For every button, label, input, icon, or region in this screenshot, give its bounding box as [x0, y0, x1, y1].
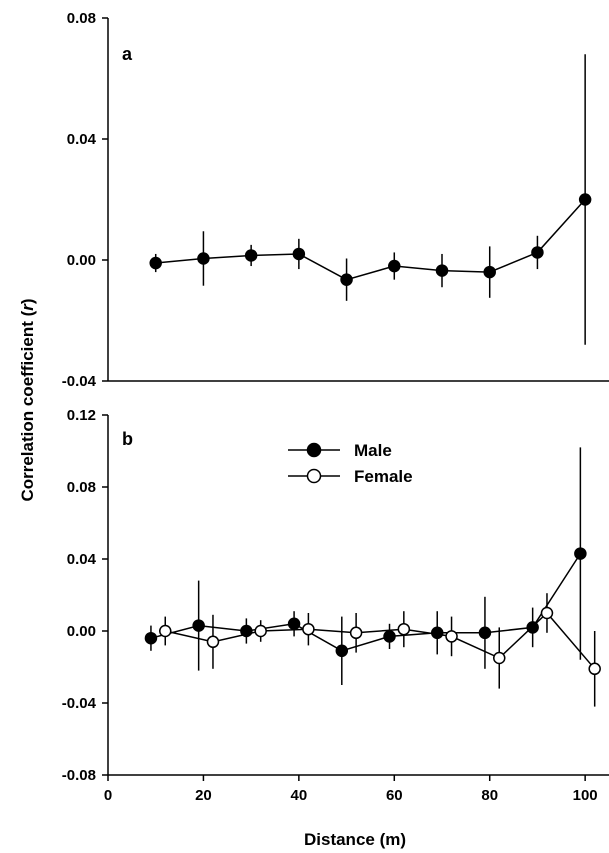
data-point [397, 622, 411, 636]
y-axis-title: Correlation coefficient (r) [18, 298, 37, 501]
series-line [155, 198, 586, 281]
data-point [302, 622, 315, 636]
data-point [349, 626, 363, 640]
y-tick-label: -0.04 [62, 373, 97, 390]
legend-marker [306, 468, 322, 484]
data-point [335, 644, 349, 658]
y-tick-label: 0.04 [67, 131, 97, 148]
data-point [493, 651, 506, 665]
data-point [588, 662, 601, 676]
y-tick-label: 0.08 [67, 10, 96, 27]
data-point [192, 619, 205, 632]
y-tick-label: 0.00 [67, 623, 96, 640]
data-point [197, 252, 210, 265]
data-point [244, 249, 258, 262]
x-tick-label: 0 [104, 787, 112, 804]
series-line [150, 553, 582, 652]
data-point [483, 265, 496, 279]
series-line [165, 611, 596, 670]
panel-label: a [122, 44, 133, 64]
data-point [159, 624, 172, 638]
panel-b: -0.08 -0.04 0.00 0.04 0.08 0.12 b Male Female [62, 407, 601, 784]
data-point [292, 247, 306, 261]
data-point [388, 259, 401, 273]
data-point [240, 624, 253, 638]
legend-label: Female [354, 467, 413, 486]
y-tick-label: -0.08 [62, 767, 96, 784]
data-point [340, 273, 353, 286]
y-tick-label: 0.08 [67, 479, 96, 496]
x-tick-label: 80 [481, 787, 498, 804]
data-point [144, 631, 158, 645]
data-point [206, 635, 220, 649]
y-tick-label: 0.00 [67, 252, 96, 269]
data-point [578, 193, 592, 206]
x-tick-label: 100 [573, 787, 598, 804]
y-tick-label: 0.04 [67, 551, 97, 568]
panel-label: b [122, 429, 133, 449]
data-point [435, 264, 449, 277]
data-point [445, 630, 458, 643]
y-axis-title-variable: r [18, 303, 37, 311]
x-tick-label: 20 [195, 787, 212, 804]
data-point [430, 626, 444, 640]
data-point [149, 256, 162, 270]
legend-label: Male [354, 441, 392, 460]
x-tick-label: 60 [386, 787, 403, 804]
data-point [540, 606, 554, 620]
panel-a: -0.04 0.00 0.04 0.08 a [62, 10, 609, 390]
legend-marker [306, 442, 322, 458]
x-tick-label: 40 [291, 787, 308, 804]
data-point [531, 246, 544, 259]
y-tick-label: -0.04 [62, 695, 97, 712]
data-point [287, 617, 301, 631]
data-point [383, 630, 396, 643]
data-point [254, 624, 267, 638]
data-point [526, 621, 539, 634]
x-axis-title: Distance (m) [304, 830, 406, 849]
data-point [478, 626, 492, 640]
data-point [574, 547, 587, 560]
x-axis: 0 20 40 60 80 100 [104, 774, 609, 804]
y-tick-label: 0.12 [67, 407, 96, 424]
